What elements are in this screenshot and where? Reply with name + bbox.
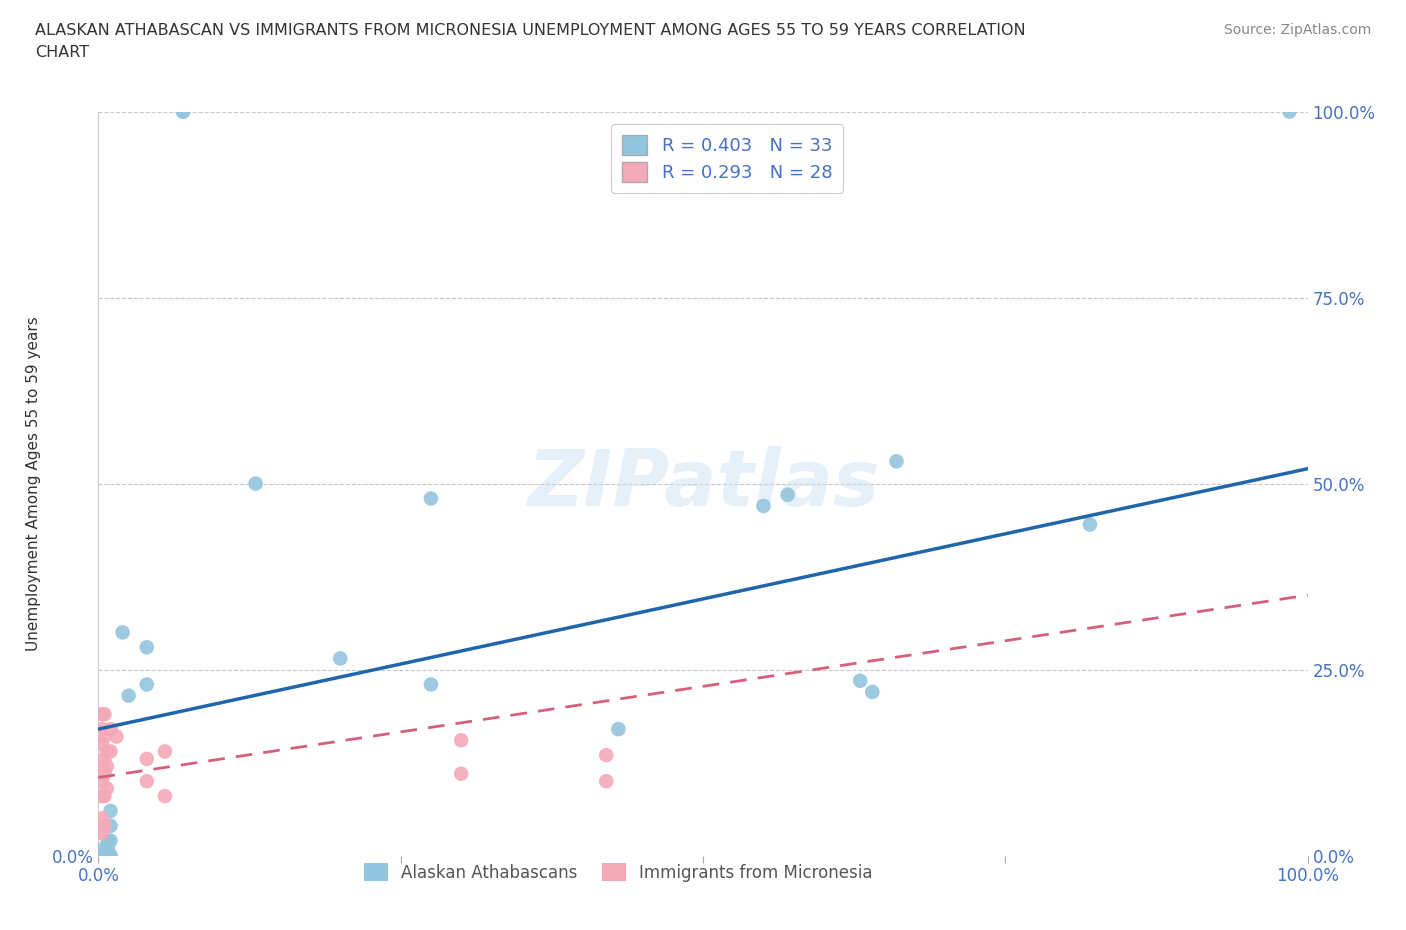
Point [91,789,114,804]
Point [849,673,872,688]
Point [97,848,120,863]
Point [100,804,122,818]
Point [96,759,118,774]
Point [595,748,617,763]
Point [135,751,157,766]
Text: ZIPatlas: ZIPatlas [527,445,879,522]
Point [100,848,122,863]
Point [91,759,114,774]
Text: Source: ZipAtlas.com: Source: ZipAtlas.com [1223,23,1371,37]
Point [135,774,157,789]
Point [93,751,115,766]
Point [91,707,114,722]
Point [1078,517,1101,532]
Point [172,104,194,119]
Point [111,625,134,640]
Point [96,781,118,796]
Point [153,789,176,804]
Point [860,684,883,699]
Point [100,818,122,833]
Point [91,722,114,737]
Point [93,848,115,863]
Point [607,722,630,737]
Point [1278,104,1301,119]
Point [329,651,352,666]
Point [420,677,443,692]
Point [105,729,128,744]
Point [776,487,799,502]
Point [153,744,176,759]
Point [100,744,122,759]
Point [450,733,472,748]
Point [93,729,115,744]
Point [93,818,115,833]
Point [97,841,120,856]
Point [91,826,114,841]
Point [135,640,157,655]
Point [100,722,122,737]
Point [100,833,122,848]
Point [752,498,775,513]
Point [100,848,122,863]
Point [91,811,114,826]
Point [93,789,115,804]
Y-axis label: Unemployment Among Ages 55 to 59 years: Unemployment Among Ages 55 to 59 years [25,316,41,651]
Point [135,677,157,692]
Point [93,848,115,863]
Point [93,766,115,781]
Point [450,766,472,781]
Point [245,476,267,491]
Point [595,774,617,789]
Point [172,104,194,119]
Point [93,707,115,722]
Text: ALASKAN ATHABASCAN VS IMMIGRANTS FROM MICRONESIA UNEMPLOYMENT AMONG AGES 55 TO 5: ALASKAN ATHABASCAN VS IMMIGRANTS FROM MI… [35,23,1026,60]
Point [91,737,114,751]
Point [97,833,120,848]
Point [91,774,114,789]
Legend: Alaskan Athabascans, Immigrants from Micronesia: Alaskan Athabascans, Immigrants from Mic… [357,857,879,888]
Point [420,491,443,506]
Point [93,848,115,863]
Point [97,848,120,863]
Point [97,848,120,863]
Point [886,454,908,469]
Point [96,744,118,759]
Point [93,841,115,856]
Point [118,688,141,703]
